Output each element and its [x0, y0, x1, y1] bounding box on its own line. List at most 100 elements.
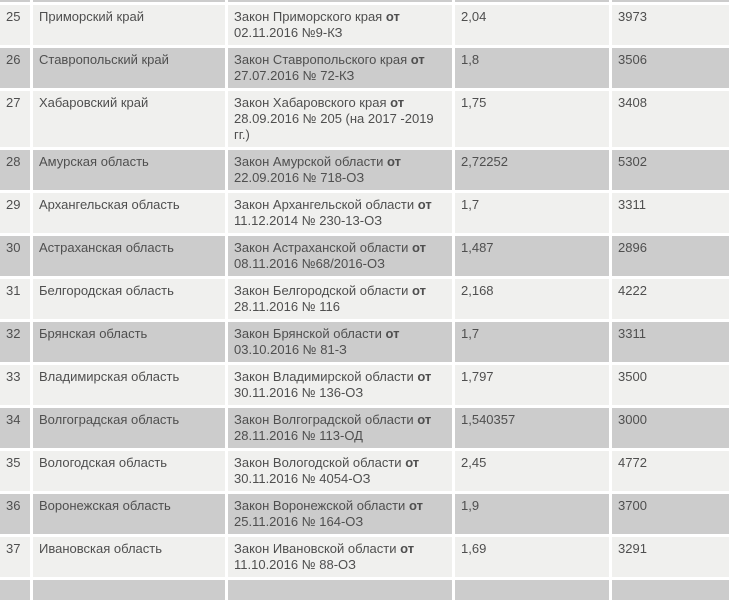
- law-ot-bold: от: [386, 154, 401, 169]
- law-details: 08.11.2016 №68/2016-ОЗ: [234, 256, 385, 271]
- law-title: Закон Ивановской области: [234, 541, 397, 556]
- law-title: Закон Вологодской области: [234, 455, 402, 470]
- amount-value: 5302: [618, 154, 647, 169]
- coefficient-value: 1,797: [461, 369, 494, 384]
- partial-cell: [228, 0, 452, 2]
- row-index-cell: 34: [0, 408, 30, 448]
- law-cell: Закон Приморского края от 02.11.2016 №9-…: [228, 5, 452, 45]
- value-cell: 4222: [612, 279, 729, 319]
- amount-value: 3973: [618, 9, 647, 24]
- partial-cell: [33, 0, 225, 2]
- coefficient-cell: 2,72252: [455, 150, 609, 190]
- amount-value: 3500: [618, 369, 647, 384]
- region-name: Приморский край: [39, 9, 144, 24]
- region-cell: Воронежская область: [33, 494, 225, 534]
- law-title: Закон Волгоградской области: [234, 412, 414, 427]
- amount-value: 3506: [618, 52, 647, 67]
- partial-cell: [228, 580, 452, 600]
- region-cell: Приморский край: [33, 5, 225, 45]
- coefficient-value: 1,540357: [461, 412, 516, 427]
- row-index: 32: [6, 326, 21, 341]
- table-row: 25 Приморский край Закон Приморского кра…: [0, 5, 729, 45]
- value-cell: 3291: [612, 537, 729, 577]
- coefficient-value: 1,487: [461, 240, 494, 255]
- amount-value: 3408: [618, 95, 647, 110]
- law-ot-bold: от: [417, 412, 432, 427]
- coefficient-value: 1,7: [461, 326, 480, 341]
- amount-value: 3700: [618, 498, 647, 513]
- row-index-cell: 29: [0, 193, 30, 233]
- law-ot-bold: от: [411, 240, 426, 255]
- law-title: Закон Брянской области: [234, 326, 382, 341]
- amount-value: 3000: [618, 412, 647, 427]
- region-cell: Ивановская область: [33, 537, 225, 577]
- law-ot-bold: от: [411, 283, 426, 298]
- law-details: 30.11.2016 № 4054-ОЗ: [234, 471, 371, 486]
- amount-value: 4772: [618, 455, 647, 470]
- row-index: 29: [6, 197, 21, 212]
- region-name: Хабаровский край: [39, 95, 149, 110]
- row-index: 28: [6, 154, 21, 169]
- row-index: 33: [6, 369, 21, 384]
- value-cell: 5302: [612, 150, 729, 190]
- coefficient-cell: 1,69: [455, 537, 609, 577]
- table-row: 26 Ставропольский край Закон Ставропольс…: [0, 48, 729, 88]
- region-name: Волгоградская область: [39, 412, 180, 427]
- partial-cell: [0, 0, 30, 2]
- partial-cell: [0, 580, 30, 600]
- law-details: 27.07.2016 № 72-КЗ: [234, 68, 355, 83]
- law-ot-bold: от: [408, 498, 423, 513]
- row-index: 34: [6, 412, 21, 427]
- law-details: 02.11.2016 №9-КЗ: [234, 25, 343, 40]
- value-cell: 3506: [612, 48, 729, 88]
- region-name: Брянская область: [39, 326, 148, 341]
- law-title: Закон Хабаровского края: [234, 95, 387, 110]
- table-row: 33 Владимирская область Закон Владимирск…: [0, 365, 729, 405]
- coefficient-value: 2,45: [461, 455, 487, 470]
- law-title: Закон Владимирской области: [234, 369, 414, 384]
- law-ot-bold: от: [385, 326, 400, 341]
- partial-cell: [612, 580, 729, 600]
- row-index: 27: [6, 95, 21, 110]
- law-cell: Закон Брянской области от 03.10.2016 № 8…: [228, 322, 452, 362]
- table-row: 36 Воронежская область Закон Воронежской…: [0, 494, 729, 534]
- law-cell: Закон Воронежской области от 25.11.2016 …: [228, 494, 452, 534]
- row-index-cell: 26: [0, 48, 30, 88]
- region-name: Ставропольский край: [39, 52, 169, 67]
- coefficient-cell: 1,75: [455, 91, 609, 147]
- value-cell: 4772: [612, 451, 729, 491]
- region-cell: Вологодская область: [33, 451, 225, 491]
- value-cell: 3700: [612, 494, 729, 534]
- row-index-cell: 31: [0, 279, 30, 319]
- amount-value: 3291: [618, 541, 647, 556]
- law-title: Закон Ставропольского края: [234, 52, 408, 67]
- row-index: 26: [6, 52, 21, 67]
- region-name: Белгородская область: [39, 283, 174, 298]
- law-cell: Закон Белгородской области от 28.11.2016…: [228, 279, 452, 319]
- law-cell: Закон Вологодской области от 30.11.2016 …: [228, 451, 452, 491]
- region-cell: Ставропольский край: [33, 48, 225, 88]
- value-cell: 3973: [612, 5, 729, 45]
- row-index-cell: 30: [0, 236, 30, 276]
- region-cell: Амурская область: [33, 150, 225, 190]
- law-details: 11.10.2016 № 88-ОЗ: [234, 557, 357, 572]
- row-index-cell: 35: [0, 451, 30, 491]
- value-cell: 3408: [612, 91, 729, 147]
- region-cell: Архангельская область: [33, 193, 225, 233]
- law-ot-bold: от: [390, 95, 405, 110]
- region-name: Архангельская область: [39, 197, 180, 212]
- amount-value: 2896: [618, 240, 647, 255]
- value-cell: 3311: [612, 193, 729, 233]
- partial-cell: [455, 0, 609, 2]
- table-row: 27 Хабаровский край Закон Хабаровского к…: [0, 91, 729, 147]
- region-name: Ивановская область: [39, 541, 162, 556]
- partial-row-bottom: [0, 580, 729, 600]
- coefficient-cell: 2,168: [455, 279, 609, 319]
- coefficient-value: 1,9: [461, 498, 480, 513]
- partial-row-top: [0, 0, 729, 2]
- law-title: Закон Воронежской области: [234, 498, 406, 513]
- law-cell: Закон Хабаровского края от 28.09.2016 № …: [228, 91, 452, 147]
- table-row: 32 Брянская область Закон Брянской облас…: [0, 322, 729, 362]
- law-details: 03.10.2016 № 81-З: [234, 342, 347, 357]
